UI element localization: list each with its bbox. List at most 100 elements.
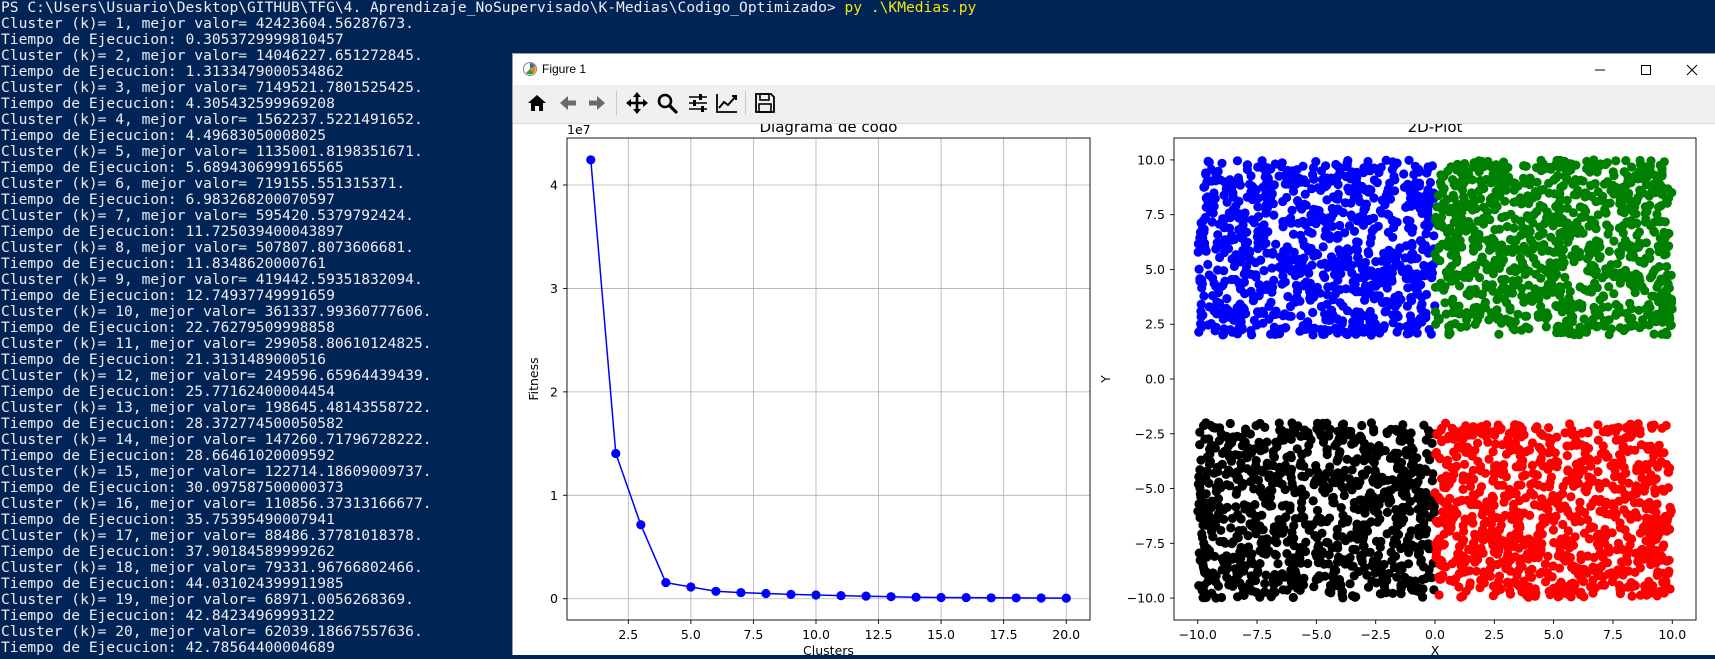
scatter-point [1659, 238, 1669, 248]
zoom-button[interactable] [653, 89, 681, 117]
scatter-point [1661, 249, 1671, 259]
edit-axis-button[interactable] [713, 89, 741, 117]
scatter-point [1232, 156, 1243, 166]
scatter-point [1651, 317, 1661, 327]
scatter-point [1265, 195, 1275, 205]
scatter-point [1448, 175, 1458, 185]
pan-button[interactable] [623, 89, 651, 117]
scatter-point [1242, 252, 1252, 262]
scatter-point [1608, 167, 1618, 177]
scatter-point [1253, 475, 1264, 485]
elbow-chart-title: Diagrama de codo [759, 124, 897, 136]
back-button[interactable] [554, 89, 582, 117]
scatter-point [1537, 286, 1547, 296]
window-title: Figure 1 [542, 62, 587, 76]
scatter-point [1459, 172, 1469, 182]
scatter-point [1443, 502, 1454, 512]
scatter-point [1307, 260, 1317, 270]
scatter-point [1328, 569, 1338, 579]
scatter-point [1416, 499, 1426, 510]
scatter-point [1272, 538, 1282, 548]
scatter-point [1414, 279, 1424, 289]
scatter-point [1208, 532, 1218, 542]
scatter-point [1318, 242, 1328, 252]
scatter-point [1615, 323, 1625, 333]
scatter-point [1231, 502, 1241, 512]
scatter-point [1436, 278, 1446, 288]
scatter-point [1240, 504, 1250, 514]
save-button[interactable] [751, 89, 779, 117]
scatter-point [1640, 209, 1650, 219]
scatter-point [1546, 458, 1556, 468]
scatter-point [1473, 242, 1483, 252]
scatter-point [1540, 559, 1550, 569]
forward-button[interactable] [583, 89, 611, 117]
scatter-point [1632, 230, 1642, 240]
scatter-point [1397, 564, 1407, 574]
minimize-button[interactable] [1577, 54, 1623, 85]
scatter-point [1358, 520, 1369, 530]
scatter-point [1491, 460, 1502, 470]
home-button[interactable] [523, 89, 551, 117]
scatter-point [1474, 186, 1484, 196]
scatter-point [1237, 311, 1247, 321]
scatter-point [1388, 232, 1398, 242]
close-button[interactable] [1669, 54, 1715, 85]
window-titlebar[interactable]: Figure 1 [513, 54, 1715, 85]
scatter-point [1321, 315, 1331, 325]
scatter-point [1609, 189, 1619, 199]
elbow-point [836, 591, 846, 601]
scatter-x-label: X [1431, 643, 1440, 655]
scatter-point [1347, 322, 1357, 332]
scatter-point [1231, 250, 1241, 260]
scatter-point [1657, 165, 1667, 176]
scatter-point [1569, 478, 1579, 488]
scatter-point [1588, 588, 1598, 598]
scatter-point [1205, 456, 1215, 466]
scatter-point [1295, 230, 1306, 240]
scatter-point [1545, 477, 1555, 487]
scatter-point [1553, 495, 1563, 506]
scatter-point [1194, 264, 1204, 274]
scatter-point [1341, 284, 1351, 294]
configure-subplots-button[interactable] [684, 89, 712, 117]
scatter-point [1307, 228, 1317, 238]
scatter-point [1347, 465, 1357, 475]
terminal-output-line: Cluster (k)= 8, mejor valor= 507807.8073… [1, 239, 414, 256]
scatter-point [1547, 587, 1557, 597]
scatter-point [1604, 246, 1614, 256]
scatter-point [1513, 480, 1523, 490]
zoom-icon [657, 93, 678, 114]
scatter-point [1554, 563, 1565, 573]
scatter-point [1460, 459, 1470, 469]
figure-canvas[interactable]: 2.5 5.0 7.5 10.0 12.5 15.0 17.5 20.0 0 1 2 3 4 1e7 Dia… [513, 118, 1715, 658]
terminal-output-line: Tiempo de Ejecucion: 12.74937749991659 [1, 287, 335, 304]
scatter-point [1466, 513, 1477, 523]
scatter-point [1228, 204, 1238, 214]
scatter-point [1544, 571, 1554, 581]
scatter-point [1365, 306, 1375, 317]
scatter-point [1519, 263, 1529, 273]
scatter-point [1461, 321, 1471, 331]
scatter-point [1333, 543, 1343, 553]
scatter-point [1246, 269, 1256, 279]
scatter-point [1546, 212, 1556, 222]
scatter-point [1646, 559, 1656, 570]
scatter-point [1579, 314, 1589, 324]
scatter-point [1465, 578, 1475, 588]
elbow-point [986, 593, 996, 603]
scatter-point [1367, 561, 1377, 571]
scatter-point [1297, 204, 1307, 214]
maximize-button[interactable] [1623, 54, 1669, 85]
scatter-point [1640, 202, 1650, 212]
scatter-point [1654, 247, 1664, 257]
scatter-point [1229, 234, 1240, 244]
scatter-point [1309, 204, 1319, 214]
scatter-point [1425, 177, 1435, 188]
scatter-point [1405, 436, 1415, 446]
scatter-point [1488, 447, 1498, 457]
elbow-y-label: Fitness [526, 357, 541, 400]
scatter-point [1248, 559, 1258, 569]
scatter-point [1576, 212, 1586, 222]
scatter-point [1430, 488, 1440, 498]
